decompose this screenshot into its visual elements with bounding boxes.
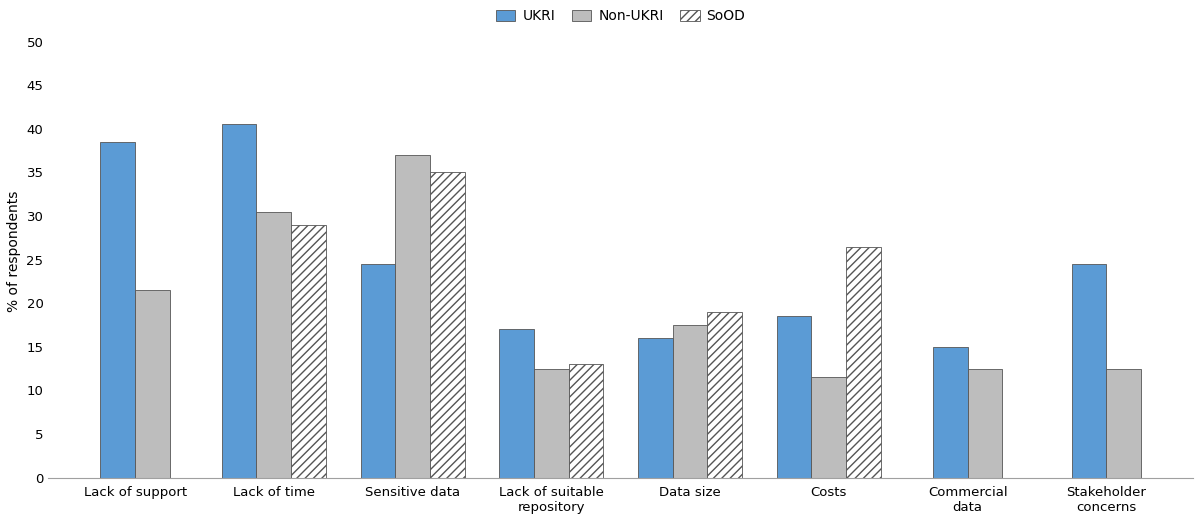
Bar bbox=[499, 329, 534, 478]
Bar bbox=[222, 125, 257, 478]
Bar bbox=[967, 369, 1002, 478]
Bar bbox=[1106, 369, 1141, 478]
Bar bbox=[811, 377, 846, 478]
Y-axis label: % of respondents: % of respondents bbox=[7, 190, 20, 312]
Bar bbox=[569, 364, 604, 478]
Bar bbox=[932, 347, 967, 478]
Bar bbox=[846, 246, 881, 478]
Bar bbox=[395, 155, 430, 478]
Bar bbox=[1072, 264, 1106, 478]
Bar bbox=[430, 172, 464, 478]
Bar bbox=[360, 264, 395, 478]
Bar bbox=[534, 369, 569, 478]
Legend: UKRI, Non-UKRI, SoOD: UKRI, Non-UKRI, SoOD bbox=[491, 4, 751, 29]
Bar bbox=[257, 212, 292, 478]
Bar bbox=[292, 225, 326, 478]
Bar bbox=[673, 325, 708, 478]
Bar bbox=[708, 312, 742, 478]
Bar bbox=[136, 290, 169, 478]
Bar bbox=[638, 338, 673, 478]
Bar bbox=[101, 142, 136, 478]
Bar bbox=[776, 316, 811, 478]
